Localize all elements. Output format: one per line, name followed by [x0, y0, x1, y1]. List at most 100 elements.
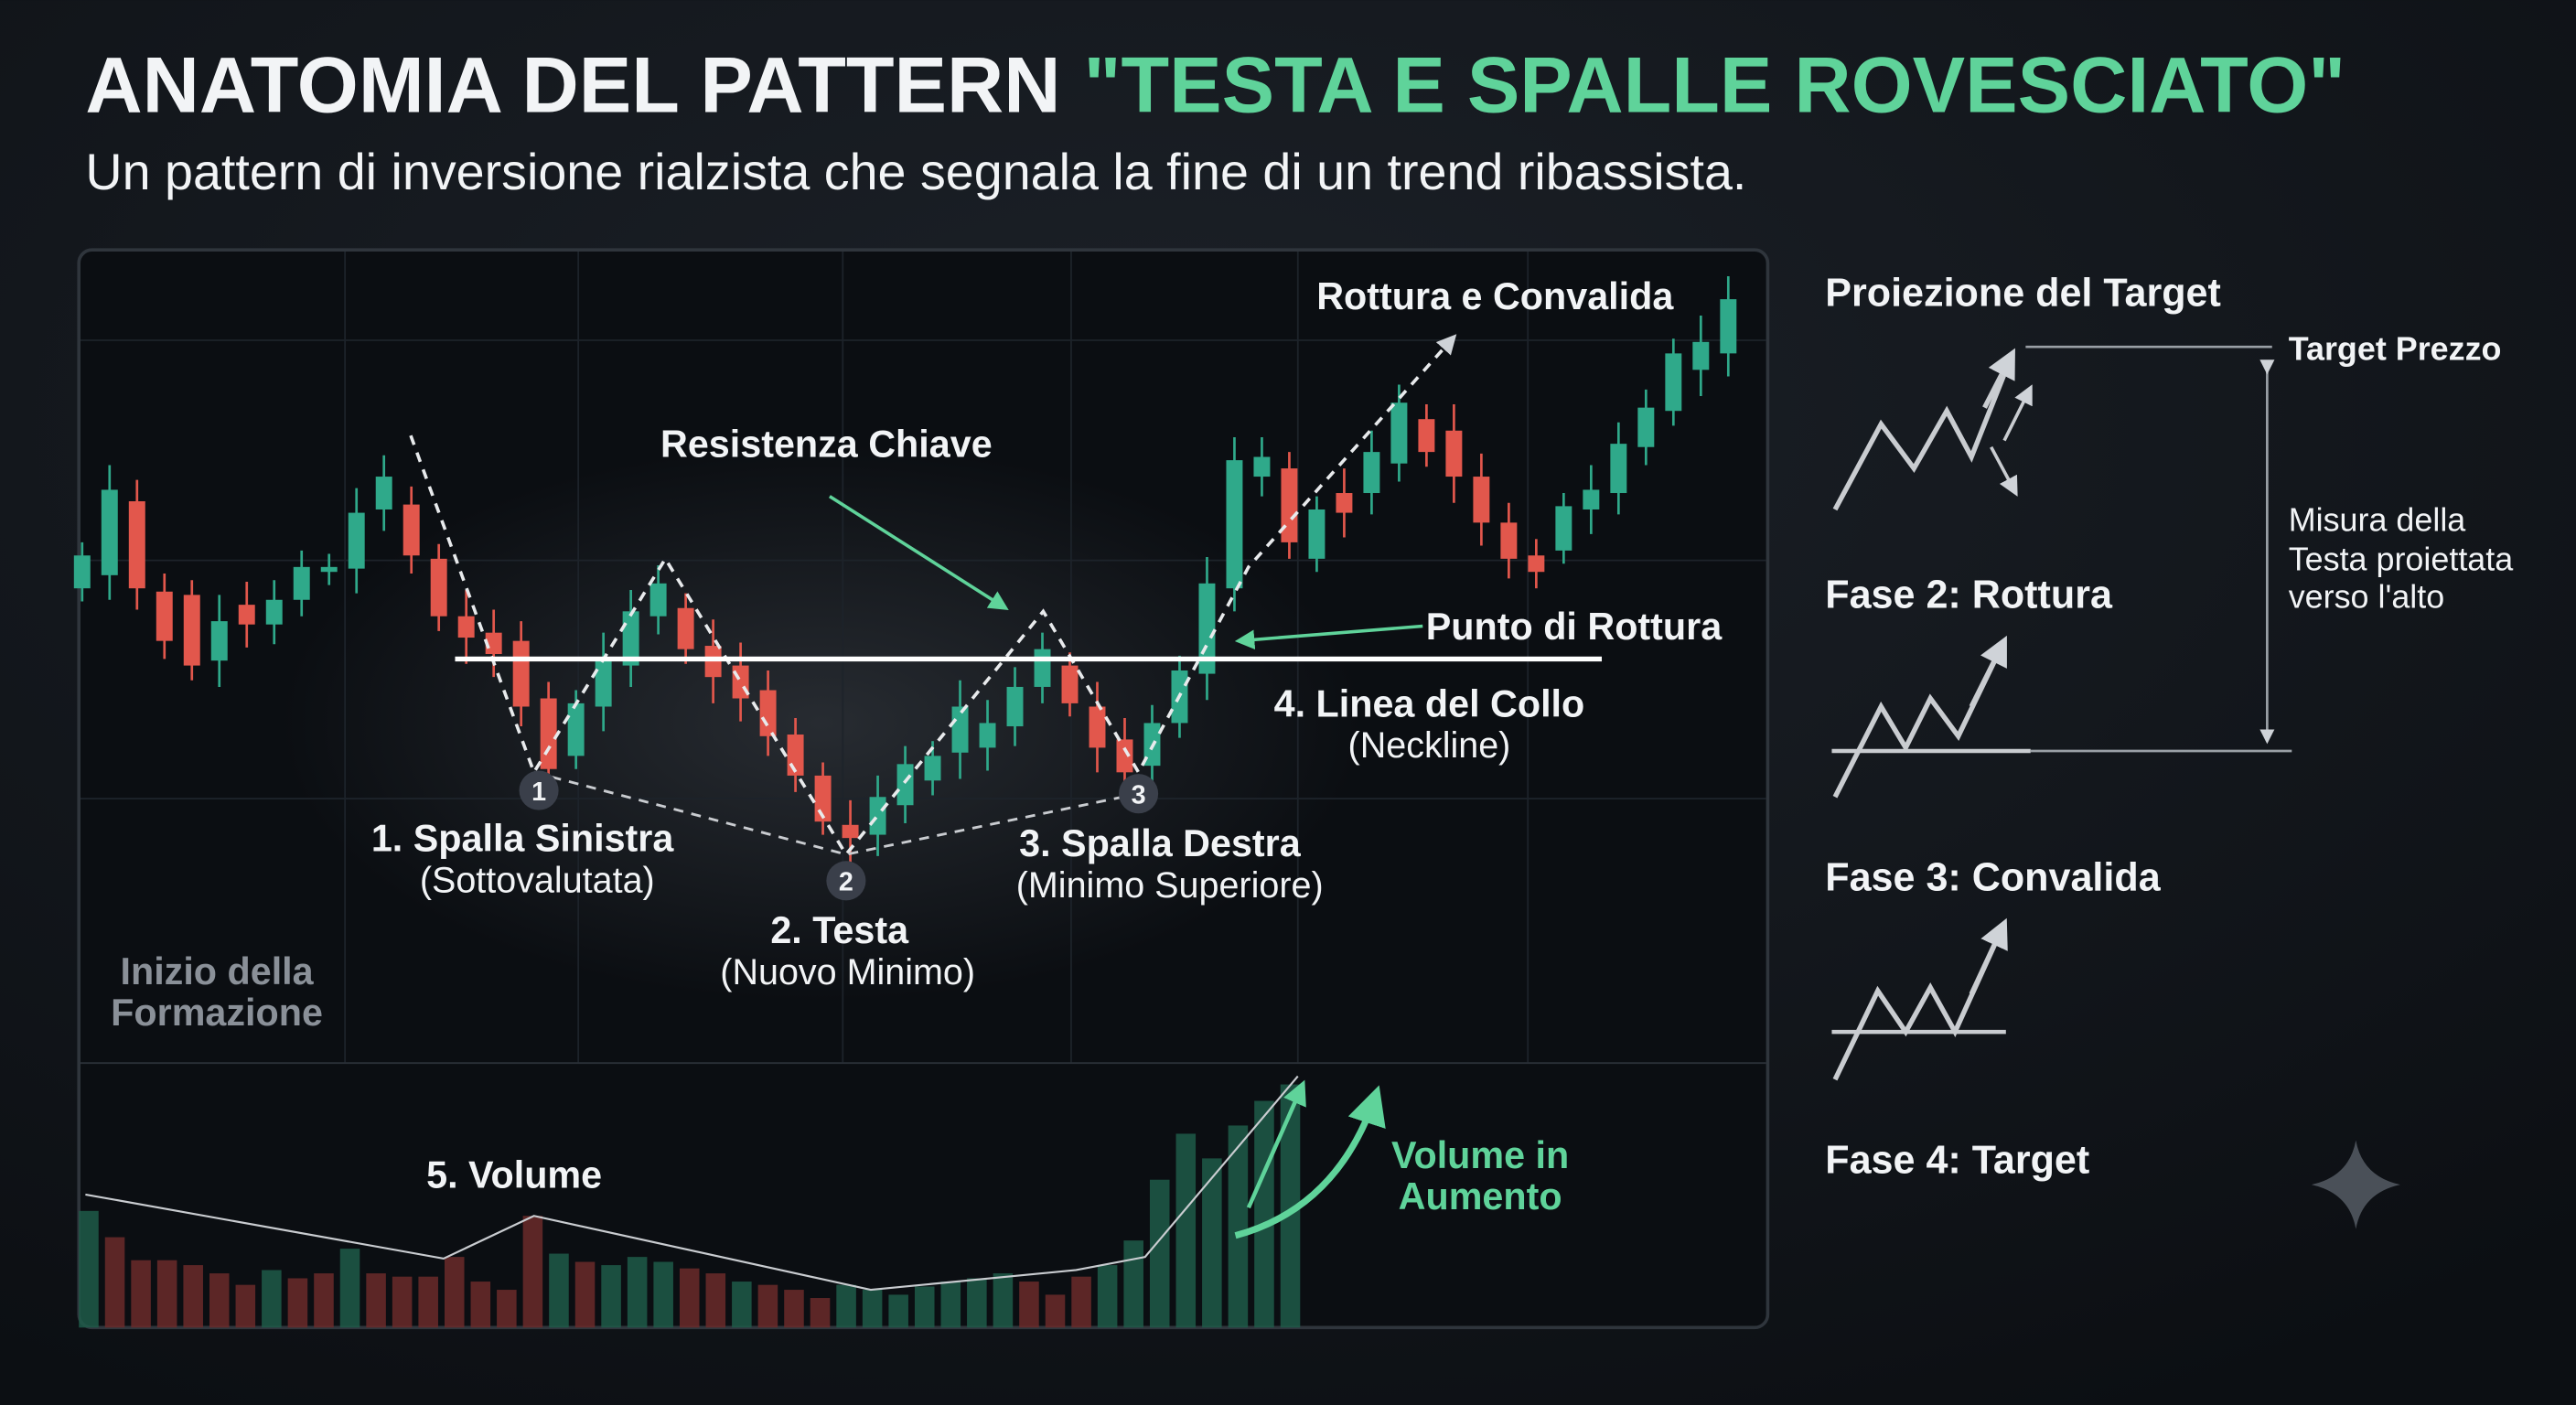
- icon: [1832, 922, 2007, 1081]
- markers: 1 2 3: [519, 770, 1159, 901]
- candle-body: [375, 477, 392, 509]
- volume-bar: [574, 1261, 596, 1328]
- title: ANATOMIA DEL PATTERN "TESTA E SPALLE ROVE…: [85, 41, 2345, 129]
- volume-bar: [940, 1282, 961, 1328]
- candle-body: [430, 558, 447, 617]
- candle-body: [1555, 506, 1572, 551]
- volume-bar: [1280, 1084, 1301, 1328]
- candle-body: [402, 504, 420, 556]
- volume-bar: [1123, 1240, 1143, 1328]
- candle-body: [1473, 477, 1490, 523]
- candle-body: [348, 512, 365, 569]
- neckline-label: 4. Linea del Collo: [1274, 682, 1585, 724]
- volume-label: 5. Volume: [426, 1154, 602, 1196]
- candle-body: [924, 756, 941, 781]
- candle-body: [1692, 341, 1710, 370]
- candle-body: [1637, 407, 1655, 447]
- marker-label: 3: [1132, 780, 1146, 810]
- resistance-label: Resistenza Chiave: [660, 424, 993, 466]
- head-label: 2. Testa: [770, 909, 909, 951]
- candle-body: [210, 621, 228, 661]
- icon: [1969, 635, 2007, 708]
- right-shoulder-sub: (Minimo Superiore): [1016, 865, 1324, 906]
- phase4-label: Fase 4: Target: [1825, 1139, 2089, 1183]
- candle-body: [1253, 456, 1271, 477]
- volume-bar: [418, 1276, 438, 1328]
- candle-body: [238, 605, 255, 625]
- volume-bar: [705, 1273, 726, 1328]
- volume-bar: [888, 1294, 908, 1328]
- volume-bar: [444, 1257, 465, 1328]
- head-sub: (Nuovo Minimo): [720, 952, 975, 992]
- phase3-label: Fase 3: Convalida: [1825, 856, 2161, 900]
- volume-bar: [156, 1260, 177, 1328]
- volume-bar: [339, 1249, 360, 1328]
- candle-body: [1308, 509, 1326, 559]
- breakout-label: Rottura e Convalida: [1316, 275, 1674, 317]
- volume-bar: [1097, 1265, 1118, 1328]
- volume-bar: [287, 1278, 308, 1328]
- volume-bar: [836, 1284, 856, 1328]
- volume-bar: [757, 1284, 778, 1328]
- volume-bar: [522, 1216, 543, 1328]
- candle-body: [869, 797, 886, 835]
- volume-bar: [1228, 1125, 1249, 1328]
- volume-bar: [183, 1265, 203, 1328]
- volume-bar: [679, 1268, 700, 1328]
- candle-body: [320, 566, 338, 573]
- volume-line: [85, 1075, 1299, 1292]
- left-shoulder-label: 1. Spalla Sinistra: [371, 818, 675, 860]
- candle-body: [1610, 444, 1627, 494]
- candle-body: [1034, 649, 1051, 687]
- candle-body: [567, 702, 585, 756]
- volume-rising-label: Aumento: [1399, 1175, 1562, 1217]
- pattern-path: [409, 334, 1457, 858]
- subtitle: Un pattern di inversione rialzista che s…: [85, 144, 1746, 200]
- measure-label: verso l'alto: [2289, 578, 2445, 616]
- volume-bar: [1149, 1179, 1170, 1328]
- candle-body: [1061, 665, 1079, 703]
- candle-body: [128, 501, 145, 589]
- candle-body: [1720, 299, 1737, 354]
- marker: [1119, 774, 1159, 814]
- volume-bar: [497, 1290, 517, 1328]
- volume-bars: [79, 1084, 1301, 1328]
- breakout-arrow: [1234, 624, 1423, 650]
- icon: [1832, 352, 2015, 511]
- candle-body: [1390, 402, 1408, 464]
- volume-bar: [627, 1257, 648, 1328]
- candle-body: [951, 706, 969, 753]
- side-title: Proiezione del Target: [1825, 271, 2221, 315]
- title-highlight: "TESTA E SPALLE ROVESCIATO": [1084, 41, 2345, 129]
- volume-bar: [653, 1261, 673, 1328]
- candle-body: [156, 591, 173, 641]
- candle-body: [1500, 522, 1518, 559]
- candle-body: [896, 764, 914, 806]
- candle-body: [73, 555, 91, 589]
- candle-body: [540, 698, 557, 769]
- phase2-label: Fase 2: Rottura: [1825, 574, 2113, 617]
- candle-body: [101, 489, 118, 575]
- volume-bar: [601, 1265, 621, 1328]
- candle-body: [1336, 493, 1353, 513]
- marker: [519, 770, 559, 810]
- left-shoulder-sub: (Sottovalutata): [420, 860, 655, 900]
- right-shoulder-label: 3. Spalla Destra: [1019, 822, 1302, 864]
- candle-body: [1226, 460, 1243, 589]
- resistance-arrow: [828, 495, 1009, 611]
- candle-body: [677, 607, 694, 649]
- candle-body: [457, 616, 475, 638]
- volume-bar: [549, 1253, 569, 1328]
- candle-body: [622, 611, 639, 666]
- volume-bar: [914, 1286, 935, 1328]
- candle-body: [293, 566, 310, 600]
- volume-bar: [470, 1282, 491, 1328]
- volume-bar: [392, 1276, 413, 1328]
- volume-bar: [1175, 1133, 1197, 1328]
- volume-bar: [967, 1278, 987, 1328]
- candle-body: [1445, 430, 1463, 477]
- start-label: Inizio della: [121, 950, 315, 992]
- volume-bar: [862, 1290, 883, 1328]
- volume-bar: [79, 1210, 99, 1328]
